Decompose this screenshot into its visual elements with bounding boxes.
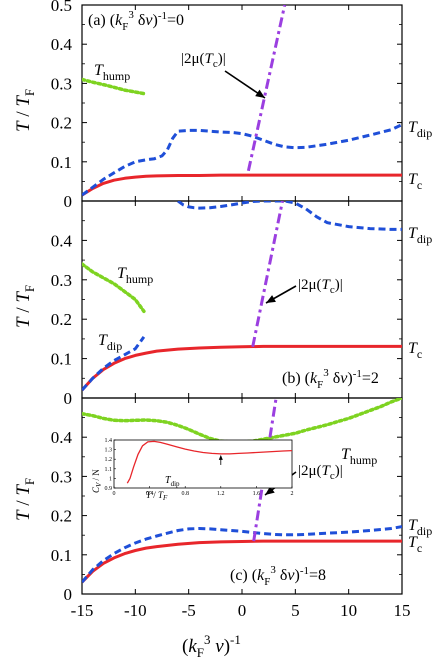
series-tdip <box>82 123 402 197</box>
panel-c-thump-label: Thump <box>341 446 377 467</box>
inset-series-cv <box>126 440 293 484</box>
panel-b-tdip-high-label: Tdip <box>408 225 432 246</box>
series-group <box>82 398 402 584</box>
inset-x-tick-label: 0 <box>113 491 116 497</box>
y-tick-label: 0.4 <box>51 428 73 447</box>
panel-b-tc-label: Tc <box>408 340 422 361</box>
series-tdip-upper <box>177 201 402 231</box>
y-tick-label: 0.3 <box>51 467 72 486</box>
series-group <box>82 201 402 392</box>
y-tick-label: 0 <box>64 585 73 604</box>
panel-b: 0 0.1 0.2 0.3 0.4 <box>51 200 403 408</box>
inset-x-tick-label: 0.8 <box>181 491 189 497</box>
inset-x-tick-label: 1.6 <box>253 491 261 497</box>
inset-ylabel: CV / N <box>91 469 103 493</box>
x-tick-label: 0 <box>238 601 247 620</box>
inset-y-tick-label: 1.2 <box>105 457 113 463</box>
inset-frame <box>113 439 293 489</box>
panel-a-label: (a) (kF3 δv)-1=0 <box>88 9 184 33</box>
inset-x-tick-label: 1.2 <box>217 491 225 497</box>
series-thump <box>82 77 148 96</box>
y-tick-label: 0.3 <box>51 74 72 93</box>
y-tick-label: 0.1 <box>51 546 72 565</box>
panel-frame <box>81 4 403 202</box>
y-tick-label: 0.3 <box>51 271 72 290</box>
y-tick-label: 0.1 <box>51 350 72 369</box>
y-tick-label: 0.2 <box>51 310 72 329</box>
x-tick-label: 15 <box>394 601 411 620</box>
series-group <box>82 5 402 197</box>
panel-a: 0 0.1 0.2 0.3 0.4 0.5 <box>51 0 403 211</box>
y-tick-label: 0.4 <box>51 231 73 250</box>
x-axis-label: (kF3 v)-1 <box>182 632 241 660</box>
panel-b-thump-label: Thump <box>117 265 153 286</box>
panel-b-ylabel: T / TF <box>13 285 37 328</box>
series-tdip <box>82 525 402 584</box>
panel-frame <box>81 397 403 595</box>
series-2-tc <box>251 201 284 348</box>
x-tick-label: -5 <box>182 601 196 620</box>
panel-a-ylabel: T / TF <box>13 89 37 132</box>
panel-a-tdip-label: Tdip <box>408 119 432 140</box>
y-tick-label: 0 <box>64 192 73 211</box>
panel-b-mu-label: |2μ(Tc)| <box>298 277 343 296</box>
inset-x-tick-label: 2 <box>291 491 294 497</box>
x-tick-label: -10 <box>124 601 147 620</box>
panel-a-tc-label: Tc <box>408 171 422 192</box>
panel-c-param-label: (c) (kF3 δv)-1=8 <box>230 564 326 588</box>
mu-arrow-head <box>266 295 276 303</box>
panel-c-ylabel: T / TF <box>13 478 37 521</box>
mu-arrow-head <box>255 89 265 98</box>
y-tick-label: 0.1 <box>51 153 72 172</box>
inset-y-tick-label: 0.9 <box>105 486 113 492</box>
inset-y-tick-label: 1.4 <box>105 438 113 444</box>
series-tdip <box>82 336 146 392</box>
series-thump <box>82 262 146 314</box>
panel-a-mu-label: |2μ(Tc)| <box>181 51 226 70</box>
series-thump <box>82 398 402 444</box>
mu-arrow-head <box>265 486 275 495</box>
panels: 00.10.20.30.40.500.10.20.30.400.10.20.30… <box>51 0 411 620</box>
panel-a-thump-label: Thump <box>94 62 130 83</box>
inset-xlabel: T / TF <box>146 490 168 502</box>
series-tc <box>82 344 402 392</box>
inset-y-tick-label: 1.1 <box>105 467 113 473</box>
inset-x-tick-label: 0.4 <box>146 491 154 497</box>
series-tc <box>82 539 402 584</box>
panel-c: 0 0.1 0.2 0.3 0.4 -15 -10 -5 0 5 10 15 0 0.4 0.8 1.2 1.6… <box>51 397 411 620</box>
inset: 0 0.4 0.8 1.2 1.6 2 0.9 1 1.1 1.2 1.3 1.4 <box>105 438 294 497</box>
series-tc <box>82 173 402 197</box>
panel-b-param-label: (b) (kF3 δv)-1=2 <box>282 367 379 391</box>
x-tick-label: -15 <box>71 601 94 620</box>
inset-y-tick-label: 1.3 <box>105 448 113 454</box>
y-tick-label: 0.2 <box>51 507 72 526</box>
series-2-tc <box>246 5 287 172</box>
y-tick-label: 0 <box>64 389 73 408</box>
panel-b-tdip-low-label: Tdip <box>98 332 122 353</box>
y-tick-label: 0.4 <box>51 35 73 54</box>
y-tick-label: 0.5 <box>51 0 72 15</box>
inset-arrow-head <box>218 454 223 460</box>
x-tick-label: 5 <box>291 601 300 620</box>
y-tick-label: 0.2 <box>51 114 72 133</box>
x-tick-label: 10 <box>340 601 357 620</box>
inset-y-tick-label: 1 <box>109 476 112 482</box>
panel-c-mu-label: |2μ(Tc)| <box>298 463 343 482</box>
